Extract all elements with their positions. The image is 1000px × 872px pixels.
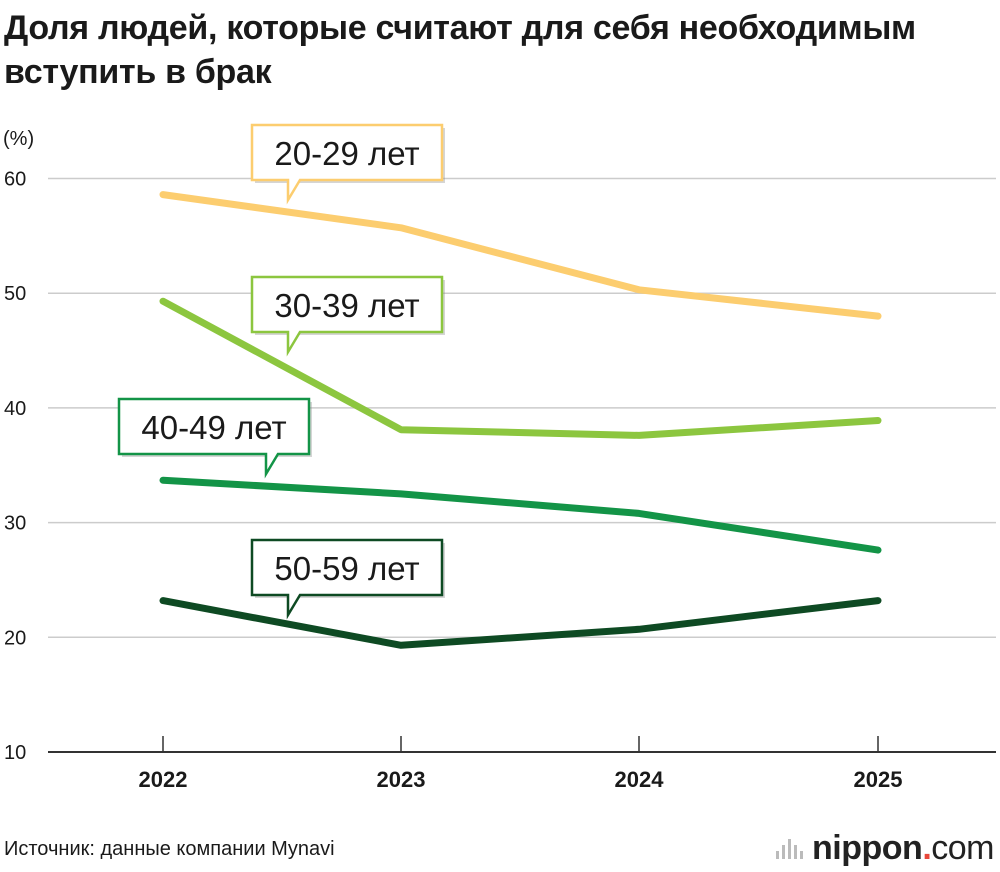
series-callouts: 20-29 лет 30-39 лет 40-49 лет 50-59 лет [117, 123, 445, 620]
series-line-3 [159, 597, 882, 649]
logo-dot: . [922, 829, 932, 867]
logo-tld: com [931, 829, 994, 867]
y-tick-label: 50 [4, 283, 26, 305]
source-note: Источник: данные компании Mynavi [4, 838, 335, 860]
chart-title: Доля людей, которые считают для себя нео… [4, 9, 916, 91]
y-tick-label: 60 [4, 169, 26, 191]
y-axis-label: (%) [3, 128, 34, 150]
nippon-logo: nippon. com [776, 829, 994, 868]
callout-box [250, 123, 444, 205]
series-line-1 [159, 297, 882, 439]
y-tick-label: 30 [4, 513, 26, 535]
y-tick-label: 10 [4, 742, 26, 764]
callout-box [250, 275, 444, 357]
logo-brand: nippon [812, 829, 923, 867]
series-callout-1: 30-39 лет [250, 275, 445, 357]
x-tick-label: 2025 [854, 767, 903, 792]
series-callout-2: 40-49 лет [117, 397, 312, 479]
series-line-2 [159, 476, 882, 554]
callout-box [250, 538, 444, 620]
y-axis-ticks: 10 20 30 40 50 60 [4, 169, 26, 765]
x-tick-label: 2022 [139, 767, 188, 792]
series-label: 40-49 лет [141, 409, 286, 446]
series-lines [159, 191, 882, 649]
y-tick-label: 20 [4, 627, 26, 649]
logo-mark-icon [776, 836, 804, 862]
y-tick-label: 40 [4, 398, 26, 420]
series-callout-0: 20-29 лет [250, 123, 445, 205]
series-label: 30-39 лет [274, 287, 419, 324]
series-label: 50-59 лет [274, 550, 419, 587]
callout-box [117, 397, 311, 479]
x-tick-label: 2023 [377, 767, 426, 792]
x-tick-label: 2024 [615, 767, 665, 792]
series-callout-3: 50-59 лет [250, 538, 445, 620]
series-line-0 [159, 191, 882, 320]
series-label: 20-29 лет [274, 135, 419, 172]
x-axis: 2022 2023 2024 2025 [48, 736, 996, 792]
